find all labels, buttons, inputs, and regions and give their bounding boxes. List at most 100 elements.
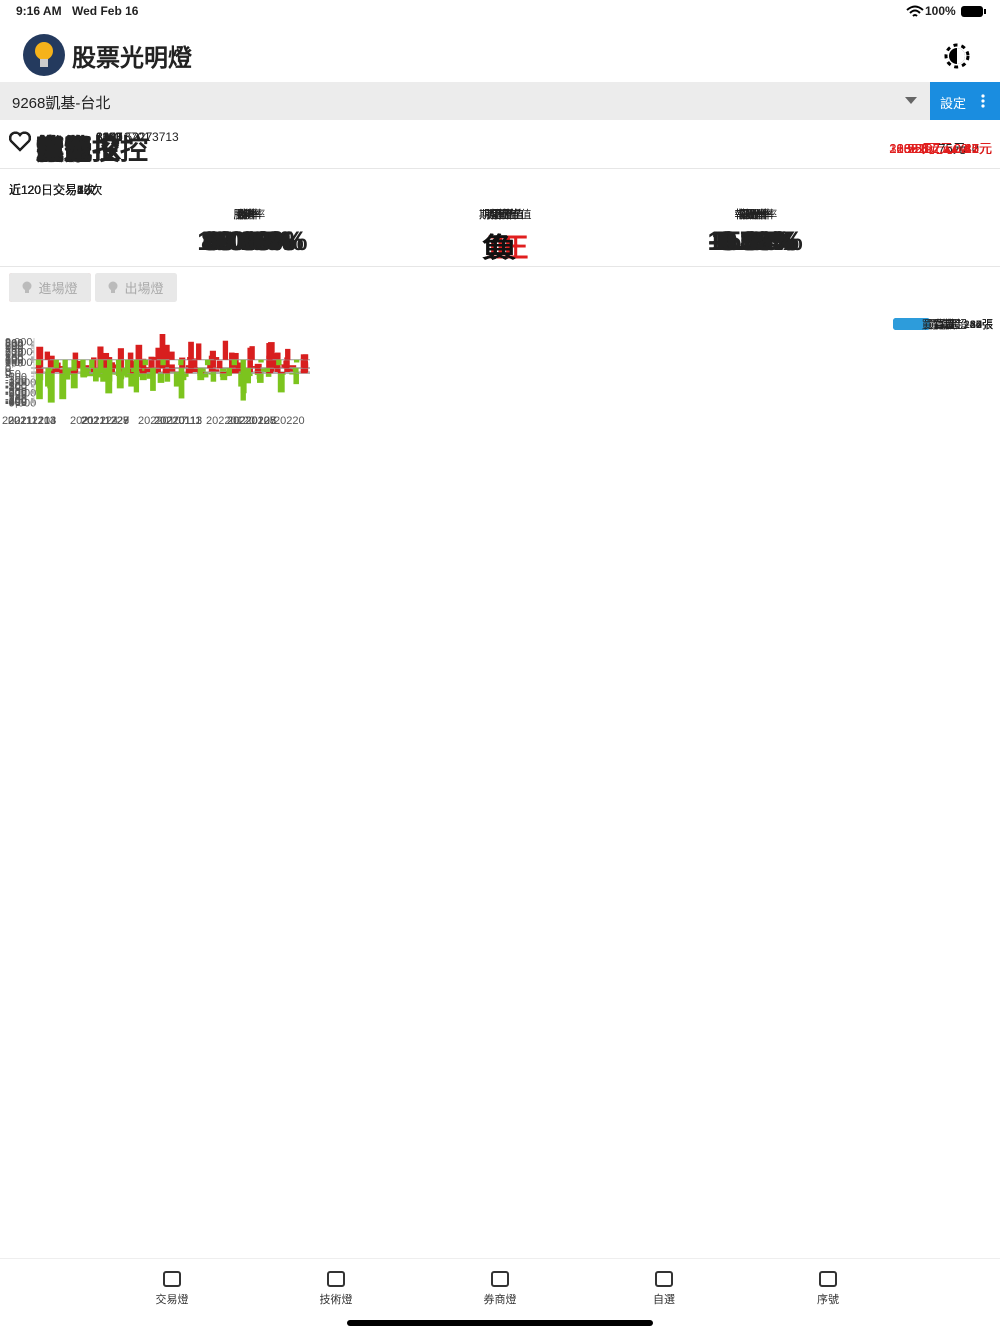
price-row: 83.5元 ▲0.7元 (904, 138, 992, 157)
bar (289, 373, 297, 375)
bar (45, 372, 51, 387)
y-tick-label: 0 (5, 355, 11, 367)
bar (47, 355, 55, 372)
wifi-icon (906, 5, 924, 17)
legend-text: 買賣超 : 280張 (921, 319, 993, 331)
stat-label: 報酬率 (734, 209, 768, 221)
settings-button[interactable] (930, 82, 1000, 120)
favorite-icon[interactable] (8, 130, 32, 152)
stat-value: 33.33% (202, 226, 295, 256)
stock-code: 1110 (96, 130, 121, 144)
price-change: ▲0.2元 (948, 141, 992, 156)
stat-value: 6.39% (718, 226, 796, 256)
bar (183, 372, 189, 377)
bar (178, 359, 184, 366)
stock-code: 2340 (96, 130, 123, 144)
price-change: ▲2.7元 (948, 141, 992, 156)
trade-count: 近120日交易1次 (9, 183, 96, 197)
bulb-icon (108, 281, 118, 293)
bar (124, 372, 132, 378)
y-tick-label: -30 (5, 382, 21, 394)
bar (212, 369, 220, 372)
price-row: 192元 ▲7元 (918, 138, 992, 157)
bar (139, 372, 147, 381)
x-tick-label: 20211227 (81, 415, 129, 427)
tab[interactable]: 券商燈 (460, 1269, 540, 1307)
trade-count: 近120日交易16次 (9, 183, 103, 197)
price-change: ▲0.35元 (940, 141, 992, 156)
stock-name: 嘉泥 (36, 134, 93, 165)
x-tick-label: 20211213 (8, 415, 56, 427)
stat-label: 期望值 (479, 209, 512, 221)
bar (231, 359, 237, 366)
y-tick-label: -100 (5, 393, 27, 405)
stock-name-row: 建大 2106 (36, 128, 123, 168)
price: 30.55元 (889, 141, 935, 156)
bar (264, 368, 271, 372)
price-change: ▲0.1元 (948, 141, 992, 156)
stock-name-row: 東泥 1110 (36, 128, 121, 168)
light-button[interactable]: 出場燈 (95, 273, 177, 302)
theme-toggle[interactable] (944, 43, 970, 69)
stock-name: 台亞 (36, 134, 93, 165)
stat: 報酬率 2.97% (719, 206, 796, 265)
bar (135, 344, 143, 372)
stat-value: 正 (494, 233, 521, 263)
trade-count: 近120日交易4次 (9, 183, 96, 197)
y-tick-label: 3,000 (5, 357, 33, 369)
x-tick-label: 20211213 (8, 415, 56, 427)
stock-code: 5227 (125, 130, 153, 144)
stat-label: 報酬率 (738, 209, 772, 221)
stat-label: 期望值 (486, 209, 520, 221)
stat-label: 報酬率 (740, 209, 774, 221)
y-tick-label: -50 (5, 368, 21, 380)
stat: 期望值正 (491, 206, 524, 265)
stock-code: 3713 (152, 130, 179, 144)
stat-value: -0.96% (711, 226, 798, 256)
tab[interactable]: 技術燈 (296, 1269, 376, 1307)
stock-code: 2106 (96, 130, 123, 144)
stat: 期望值正 (491, 206, 524, 265)
bar (162, 370, 170, 374)
stat-label: 勝率 (237, 209, 260, 221)
price-row: 30.55元 ▲0.35元 (889, 138, 992, 157)
bar (213, 357, 220, 360)
x-tick-label: 20211227 (81, 415, 129, 427)
x-tick-label: 20211227 (81, 415, 129, 427)
tab[interactable]: 自選 (624, 1269, 704, 1307)
stat-value: 正 (493, 233, 521, 263)
x-tick-label: 20220125 (227, 415, 276, 427)
stat: 勝率 100.00% (201, 206, 308, 265)
stat-label: 勝率 (233, 209, 256, 221)
y-tick-label: 100 (5, 354, 23, 366)
price-row: 75元 0元 (938, 138, 992, 157)
stat-label: 勝率 (239, 209, 262, 221)
stat-label: 報酬率 (734, 209, 768, 221)
bar (45, 368, 52, 374)
stat: 期望值負 (479, 206, 512, 265)
bar (231, 370, 239, 374)
app-title: 股票光明燈 (72, 45, 192, 72)
stat-value: -1.72% (708, 226, 794, 256)
y-tick-label: 200 (5, 340, 23, 352)
bar (35, 372, 42, 392)
stock-code: 3167 (96, 130, 123, 144)
y-tick-label: -200 (5, 394, 27, 406)
trade-count: 近120日交易1次 (9, 183, 96, 197)
stock-name: 建大 (36, 134, 93, 165)
light-button[interactable]: 進場燈 (9, 273, 91, 302)
y-tick-label: 300 (5, 338, 23, 350)
price-change: ▲0.15元 (940, 141, 992, 156)
y-tick-label: -3,000 (5, 377, 36, 389)
tab[interactable]: 交易燈 (132, 1269, 212, 1307)
bar (222, 340, 229, 360)
stat: 勝率 60.00% (205, 206, 297, 265)
bar (62, 359, 68, 374)
stock-name-row: 台亞 2340 (36, 128, 123, 168)
price: 18.75元 (889, 141, 935, 156)
stat: 勝率 33.33% (202, 206, 294, 265)
broker-select[interactable] (0, 82, 930, 120)
x-tick-label: 20220125 (227, 415, 276, 427)
tab[interactable]: 序號 (788, 1269, 868, 1307)
